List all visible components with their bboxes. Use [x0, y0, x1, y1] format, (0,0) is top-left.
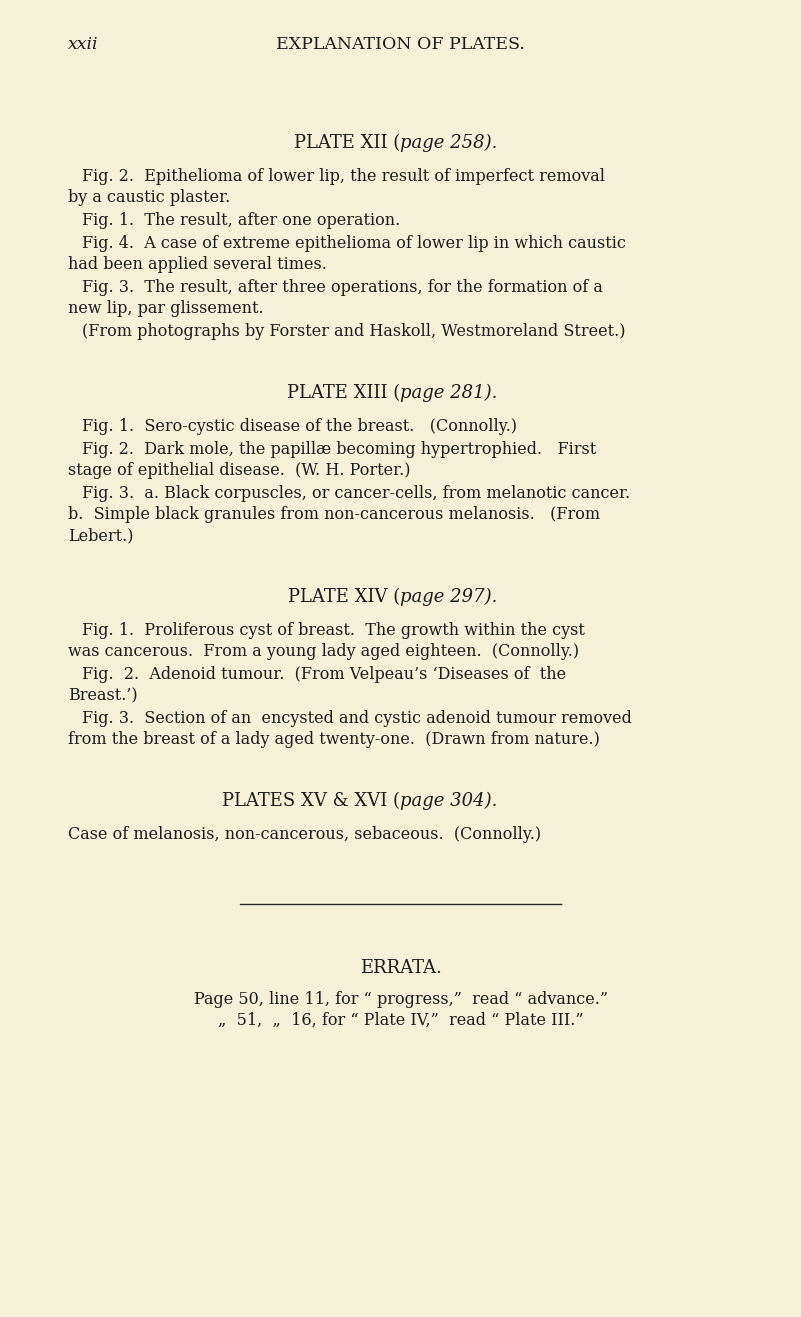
Text: page 281).: page 281). — [400, 385, 498, 402]
Text: ERRATA.: ERRATA. — [360, 959, 441, 977]
Text: Fig.  2.  Adenoid tumour.  (From Velpeau’s ‘Diseases of  the: Fig. 2. Adenoid tumour. (From Velpeau’s … — [82, 666, 566, 684]
Text: Fig. 1.  The result, after one operation.: Fig. 1. The result, after one operation. — [82, 212, 400, 229]
Text: Case of melanosis, non-cancerous, sebaceous.  (Connolly.): Case of melanosis, non-cancerous, sebace… — [68, 826, 541, 843]
Text: PLATE XIII (: PLATE XIII ( — [288, 385, 400, 402]
Text: EXPLANATION OF PLATES.: EXPLANATION OF PLATES. — [276, 36, 525, 53]
Text: page 258).: page 258). — [400, 134, 498, 153]
Text: Lebert.): Lebert.) — [68, 527, 134, 544]
Text: Breast.’): Breast.’) — [68, 687, 138, 705]
Text: (From photographs by Forster and Haskoll, Westmoreland Street.): (From photographs by Forster and Haskoll… — [82, 323, 626, 340]
Text: PLATE XIV (: PLATE XIV ( — [288, 587, 400, 606]
Text: Fig. 3.  a. Black corpuscles, or cancer-cells, from melanotic cancer.: Fig. 3. a. Black corpuscles, or cancer-c… — [82, 485, 630, 502]
Text: Fig. 4.  A case of extreme epithelioma of lower lip in which caustic: Fig. 4. A case of extreme epithelioma of… — [82, 234, 626, 252]
Text: Fig. 1.  Proliferous cyst of breast.  The growth within the cyst: Fig. 1. Proliferous cyst of breast. The … — [82, 622, 585, 639]
Text: had been applied several times.: had been applied several times. — [68, 255, 327, 273]
Text: Fig. 1.  Sero-cystic disease of the breast.   (Connolly.): Fig. 1. Sero-cystic disease of the breas… — [82, 417, 517, 435]
Text: new lip, par glissement.: new lip, par glissement. — [68, 300, 264, 317]
Text: PLATES XV & XVI (: PLATES XV & XVI ( — [223, 792, 400, 810]
Text: Page 50, line 11, for “ progress,”  read “ advance.”: Page 50, line 11, for “ progress,” read … — [194, 990, 607, 1008]
Text: Fig. 3.  Section of an  encysted and cystic adenoid tumour removed: Fig. 3. Section of an encysted and cysti… — [82, 710, 632, 727]
Text: was cancerous.  From a young lady aged eighteen.  (Connolly.): was cancerous. From a young lady aged ei… — [68, 643, 579, 660]
Text: by a caustic plaster.: by a caustic plaster. — [68, 190, 230, 205]
Text: page 304).: page 304). — [400, 792, 498, 810]
Text: b.  Simple black granules from non-cancerous melanosis.   (From: b. Simple black granules from non-cancer… — [68, 506, 600, 523]
Text: „  51,  „  16, for “ Plate IV,”  read “ Plate III.”: „ 51, „ 16, for “ Plate IV,” read “ Plat… — [218, 1011, 583, 1029]
Text: Fig. 2.  Epithelioma of lower lip, the result of imperfect removal: Fig. 2. Epithelioma of lower lip, the re… — [82, 169, 605, 184]
Text: stage of epithelial disease.  (W. H. Porter.): stage of epithelial disease. (W. H. Port… — [68, 462, 410, 479]
Text: PLATE XII (: PLATE XII ( — [294, 134, 400, 151]
Text: Fig. 2.  Dark mole, the papillæ becoming hypertrophied.   First: Fig. 2. Dark mole, the papillæ becoming … — [82, 441, 596, 458]
Text: Fig. 3.  The result, after three operations, for the formation of a: Fig. 3. The result, after three operatio… — [82, 279, 603, 296]
Text: xxii: xxii — [68, 36, 99, 53]
Text: page 297).: page 297). — [400, 587, 498, 606]
Text: from the breast of a lady aged twenty-one.  (Drawn from nature.): from the breast of a lady aged twenty-on… — [68, 731, 600, 748]
